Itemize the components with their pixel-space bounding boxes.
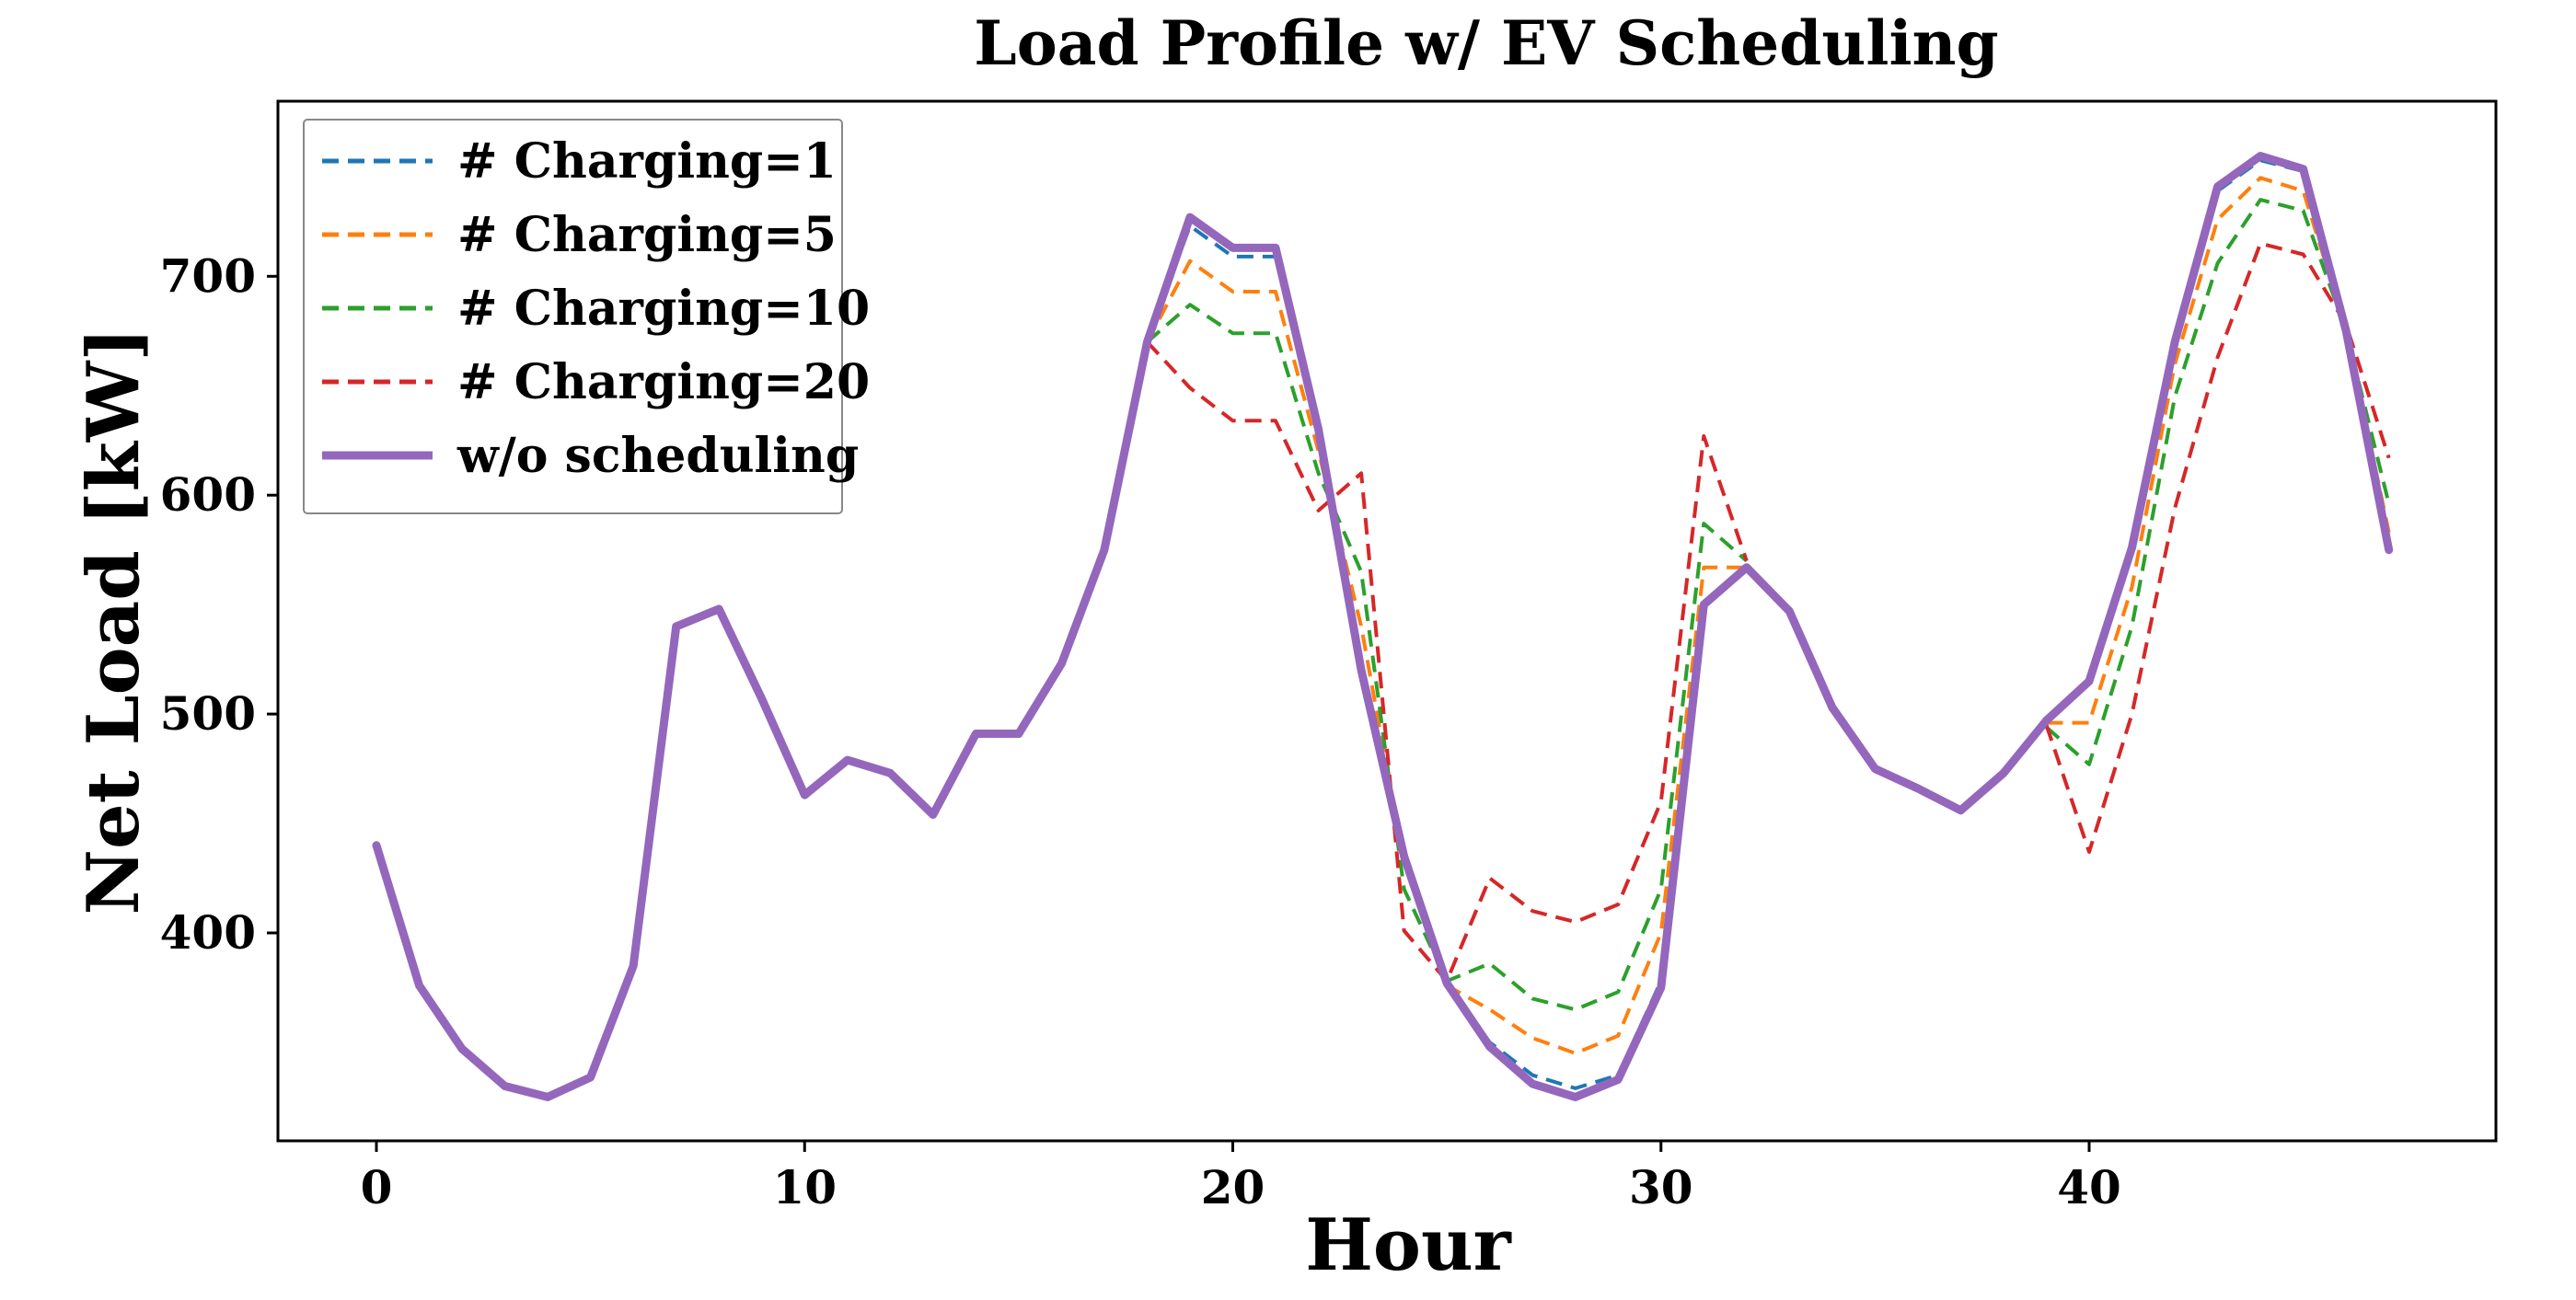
series-lines (372, 152, 2394, 1101)
y-tick-label: 700 (160, 248, 256, 303)
x-tick-label: 40 (2057, 1160, 2121, 1214)
x-tick-label: 20 (1201, 1160, 1265, 1214)
legend-label: # Charging=20 (457, 354, 870, 410)
legend-box (303, 119, 843, 514)
y-axis-ticks: 400 500 600 700 (160, 248, 278, 960)
x-axis-label: Hour (1305, 1203, 1511, 1287)
y-tick-label: 600 (160, 467, 256, 522)
x-tick-label: 10 (772, 1160, 837, 1214)
legend-label: # Charging=1 (457, 133, 837, 190)
x-tick-label: 0 (361, 1160, 393, 1214)
legend-label: w/o scheduling (456, 428, 859, 484)
legend-label: # Charging=10 (457, 281, 870, 337)
series-line-charging-20 (1146, 241, 2391, 984)
y-tick-label: 400 (160, 905, 256, 960)
series-line-w-o-scheduling (372, 152, 2394, 1101)
legend-label: # Charging=5 (457, 207, 837, 263)
y-tick-label: 500 (160, 686, 256, 741)
chart-title: Load Profile w/ EV Scheduling (974, 7, 1998, 79)
x-axis-ticks: 0 10 20 30 40 (361, 1141, 2121, 1214)
y-axis-label: Net Load [kW] (72, 328, 156, 915)
x-tick-label: 30 (1629, 1160, 1693, 1214)
legend: # Charging=1 # Charging=5 # Charging=10 # C… (303, 119, 870, 514)
